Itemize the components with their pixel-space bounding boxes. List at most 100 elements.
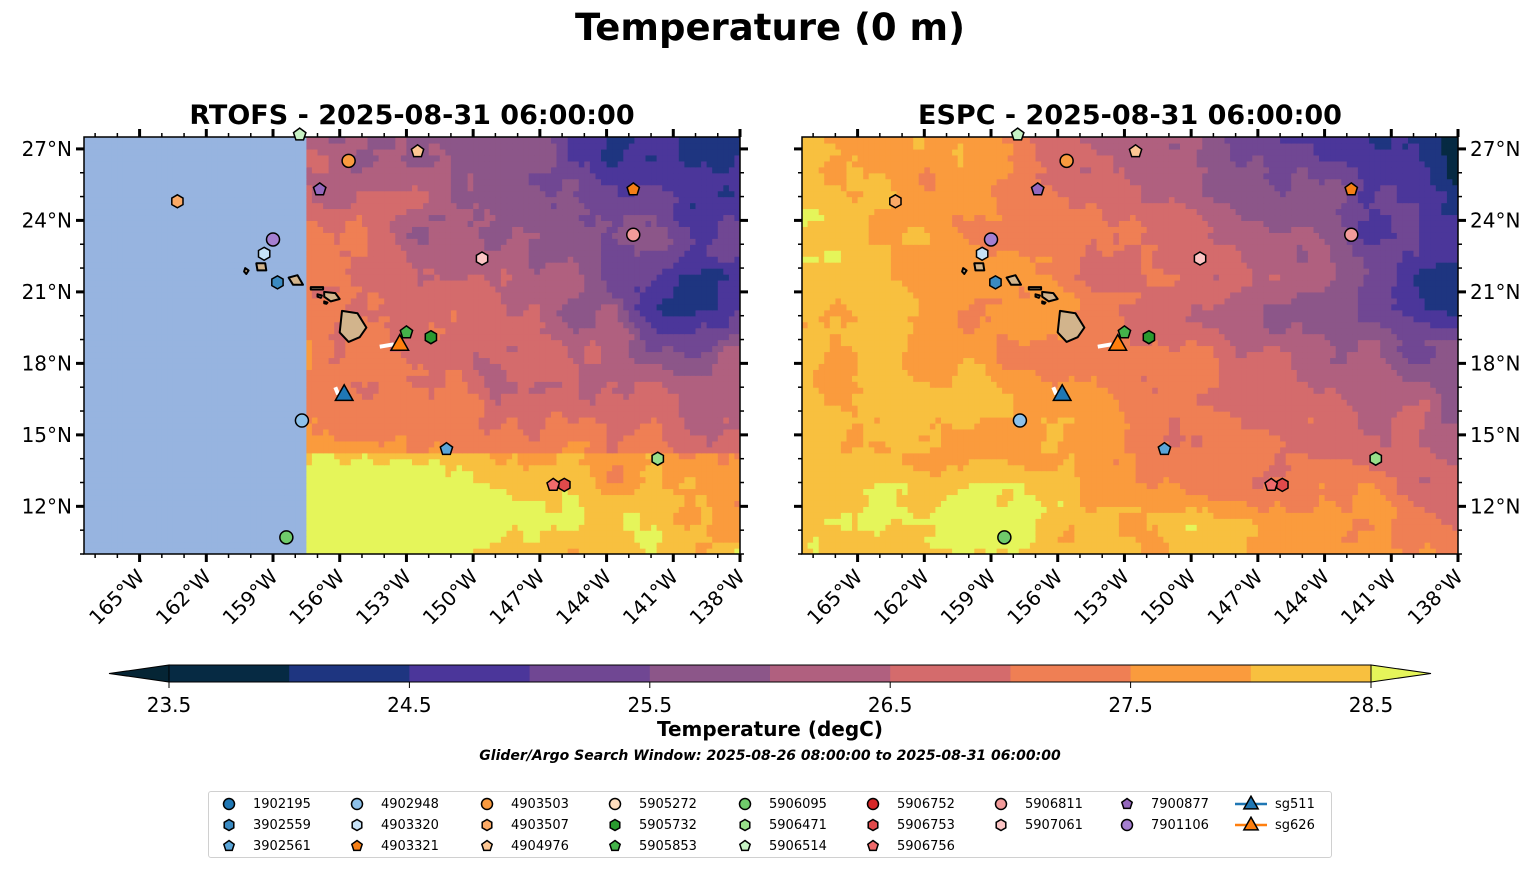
- y-tick-label: 15°N: [1470, 423, 1520, 447]
- colorbar-under-extension: [108, 664, 170, 683]
- legend-label: 4903321: [381, 838, 439, 854]
- float-marker-3902561: [439, 441, 454, 456]
- legend-item-5906095: 5906095: [725, 794, 827, 814]
- legend-item-4904976: 4904976: [467, 836, 569, 856]
- float-marker-5907061: [475, 251, 489, 266]
- hexagon-marker-icon: [739, 818, 751, 832]
- legend-label: sg626: [1275, 817, 1315, 833]
- float-marker-4903320: [975, 246, 989, 262]
- legend-label: 5906811: [1025, 796, 1083, 812]
- legend-label: 4902948: [381, 796, 439, 812]
- y-tick-label: 15°N: [22, 423, 72, 447]
- temperature-field: [802, 137, 1458, 554]
- y-tick-label: 24°N: [1470, 208, 1520, 232]
- x-tick-label: 159°W: [936, 564, 1001, 629]
- float-marker-3902559: [271, 275, 284, 290]
- pentagon-marker-icon: [1120, 797, 1134, 810]
- float-marker-5906095: [997, 530, 1012, 545]
- hexagon-marker-icon: [995, 818, 1007, 832]
- y-tick-label: 24°N: [22, 208, 72, 232]
- espc-map: 165°W 162°W 159°W 156°W 153°W 150°W 147°W 144°W…: [794, 127, 1520, 630]
- axis-ticks: [794, 129, 1466, 562]
- float-marker-4903507: [171, 193, 184, 209]
- island-kauai: [255, 262, 268, 272]
- island-lanai: [1034, 293, 1041, 299]
- glider-marker-sg626: [389, 333, 410, 352]
- legend-label: 7900877: [1151, 796, 1209, 812]
- colorbar-segment: [409, 665, 531, 682]
- circle-marker-icon: [480, 797, 494, 811]
- float-marker-4903503: [341, 153, 356, 169]
- glider-marker-sg511: [334, 383, 355, 402]
- island-kauai: [973, 262, 986, 272]
- colorbar-segment: [169, 665, 290, 682]
- island-maui: [323, 290, 341, 303]
- x-tick-label: 141°W: [618, 564, 683, 629]
- hexagon-marker-icon: [609, 818, 621, 832]
- colorbar-tick-label: 25.5: [628, 693, 673, 717]
- y-tick-label: 12°N: [22, 494, 72, 518]
- x-tick-label: 138°W: [1403, 564, 1468, 629]
- float-marker-5906471: [1369, 451, 1383, 467]
- legend-item-1902195: 1902195: [209, 794, 311, 814]
- legend-item-7900877: 7900877: [1107, 794, 1209, 814]
- figure-title: Temperature (0 m): [574, 6, 966, 49]
- legend-label: sg511: [1275, 796, 1315, 812]
- float-marker-3902559: [989, 275, 1002, 290]
- legend-label: 7901106: [1151, 817, 1209, 833]
- legend-label: 5906756: [897, 838, 955, 854]
- legend-label: 4903507: [511, 817, 569, 833]
- float-marker-4903320: [257, 246, 271, 262]
- colorbar-segment: [1250, 665, 1372, 682]
- hexagon-marker-icon: [867, 818, 879, 832]
- legend-item-4902948: 4902948: [337, 794, 439, 814]
- float-marker-5905732: [1142, 329, 1156, 345]
- float-marker-5906756: [546, 477, 561, 491]
- legend-item-5906471: 5906471: [725, 815, 827, 835]
- legend-item-5906756: 5906756: [853, 836, 955, 856]
- pentagon-marker-icon: [608, 839, 622, 852]
- x-tick-label: 150°W: [1136, 564, 1201, 629]
- legend-item-sg626: sg626: [1231, 815, 1315, 835]
- glider-marker-sg626: [1107, 333, 1128, 352]
- observation-markers: [889, 127, 1383, 545]
- y-tick-label: 27°N: [1470, 137, 1520, 161]
- float-marker-5906095: [279, 530, 294, 545]
- x-tick-label: 159°W: [218, 564, 283, 629]
- island-big-island: [338, 309, 368, 343]
- legend-item-5906514: 5906514: [725, 836, 827, 856]
- float-marker-7900877: [312, 181, 327, 196]
- pentagon-marker-icon: [738, 839, 752, 852]
- pentagon-marker-icon: [866, 839, 880, 852]
- colorbar-tick-label: 23.5: [147, 693, 192, 717]
- legend-item-5905732: 5905732: [595, 815, 697, 835]
- colorbar-segment: [770, 665, 891, 682]
- legend-label: 5907061: [1025, 817, 1083, 833]
- legend-item-sg511: sg511: [1231, 794, 1315, 814]
- circle-marker-icon: [1120, 818, 1134, 832]
- legend-label: 5906514: [769, 838, 827, 854]
- float-marker-4904976: [410, 143, 425, 158]
- x-tick-label: 153°W: [1069, 564, 1134, 629]
- float-marker-4904976: [1128, 143, 1143, 158]
- y-tick-label: 21°N: [22, 280, 72, 304]
- x-tick-label: 150°W: [418, 564, 483, 629]
- island-maui: [1041, 290, 1059, 303]
- x-tick-label: 156°W: [284, 564, 349, 629]
- colorbar-segment: [1130, 665, 1252, 682]
- colorbar: 23.5 24.5 25.5 26.5 27.5 28.5: [108, 664, 1432, 717]
- island-niihau: [961, 267, 968, 275]
- float-marker-5906811: [1344, 227, 1359, 242]
- legend-label: 5906752: [897, 796, 955, 812]
- legend-item-5905272: 5905272: [595, 794, 697, 814]
- legend-label: 4904976: [511, 838, 569, 854]
- hexagon-marker-icon: [351, 818, 363, 832]
- pentagon-marker-icon: [222, 839, 236, 852]
- search-window-text: Glider/Argo Search Window: 2025-08-26 08…: [479, 748, 1061, 764]
- colorbar-segment: [529, 665, 651, 682]
- float-marker-5906471: [651, 451, 665, 467]
- triangle-marker-icon: [1235, 795, 1267, 810]
- circle-marker-icon: [222, 797, 236, 811]
- legend-item-5905853: 5905853: [595, 836, 697, 856]
- legend-item-3902559: 3902559: [209, 815, 311, 835]
